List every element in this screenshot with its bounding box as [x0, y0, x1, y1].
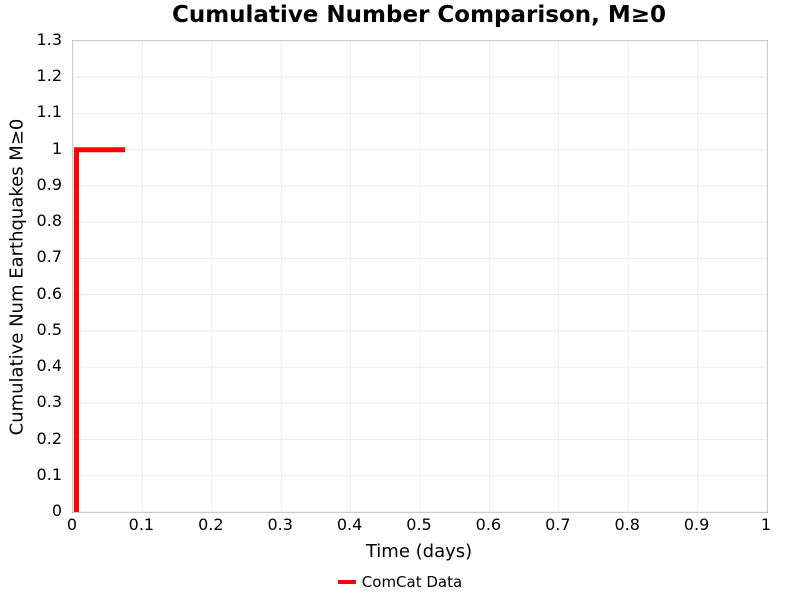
legend-line-marker: [337, 580, 356, 584]
chart-title: Cumulative Number Comparison, M≥0: [171, 2, 667, 28]
y-tick-label: 1: [51, 138, 62, 158]
y-tick-label: 0: [51, 501, 62, 520]
x-tick-label: 1: [760, 515, 772, 534]
x-tick-label: 0.8: [614, 515, 640, 534]
x-axis-label: Time (days): [365, 541, 473, 562]
y-tick-label: 0.7: [36, 247, 62, 267]
x-tick-label: 0.9: [683, 515, 710, 534]
y-tick-label: 0.8: [36, 211, 62, 231]
y-tick-label: 0.2: [36, 428, 62, 448]
x-tick-label: 0.3: [267, 515, 293, 534]
y-tick-label: 0.3: [36, 392, 62, 412]
x-tick-label: 0.7: [545, 515, 571, 534]
x-tick-label: 0.1: [128, 515, 155, 534]
x-tick-label: 0.4: [336, 515, 363, 534]
x-tick-label: 0.6: [475, 515, 502, 534]
y-axis-label: Cumulative Num Earthquakes M≥0: [6, 118, 28, 436]
x-tick-label: 0: [66, 515, 78, 534]
y-tick-label: 1.2: [36, 66, 62, 86]
y-tick-label: 0.5: [36, 319, 62, 339]
plot-area: [72, 40, 768, 513]
y-tick-label: 0.9: [36, 174, 62, 194]
y-tick-label: 0.6: [36, 283, 62, 303]
y-tick-label: 0.1: [36, 464, 62, 484]
series-line-comcat-data: [73, 147, 126, 512]
legend-label: ComCat Data: [361, 573, 463, 591]
x-tick-label: 0.2: [198, 515, 224, 534]
x-tick-label: 0.5: [406, 515, 432, 534]
plot-canvas: [72, 40, 768, 513]
y-tick-label: 0.4: [36, 356, 62, 376]
y-tick-label: 1.1: [36, 102, 62, 122]
y-tick-label: 1.3: [36, 30, 62, 49]
legend: ComCat Data: [0, 571, 800, 593]
